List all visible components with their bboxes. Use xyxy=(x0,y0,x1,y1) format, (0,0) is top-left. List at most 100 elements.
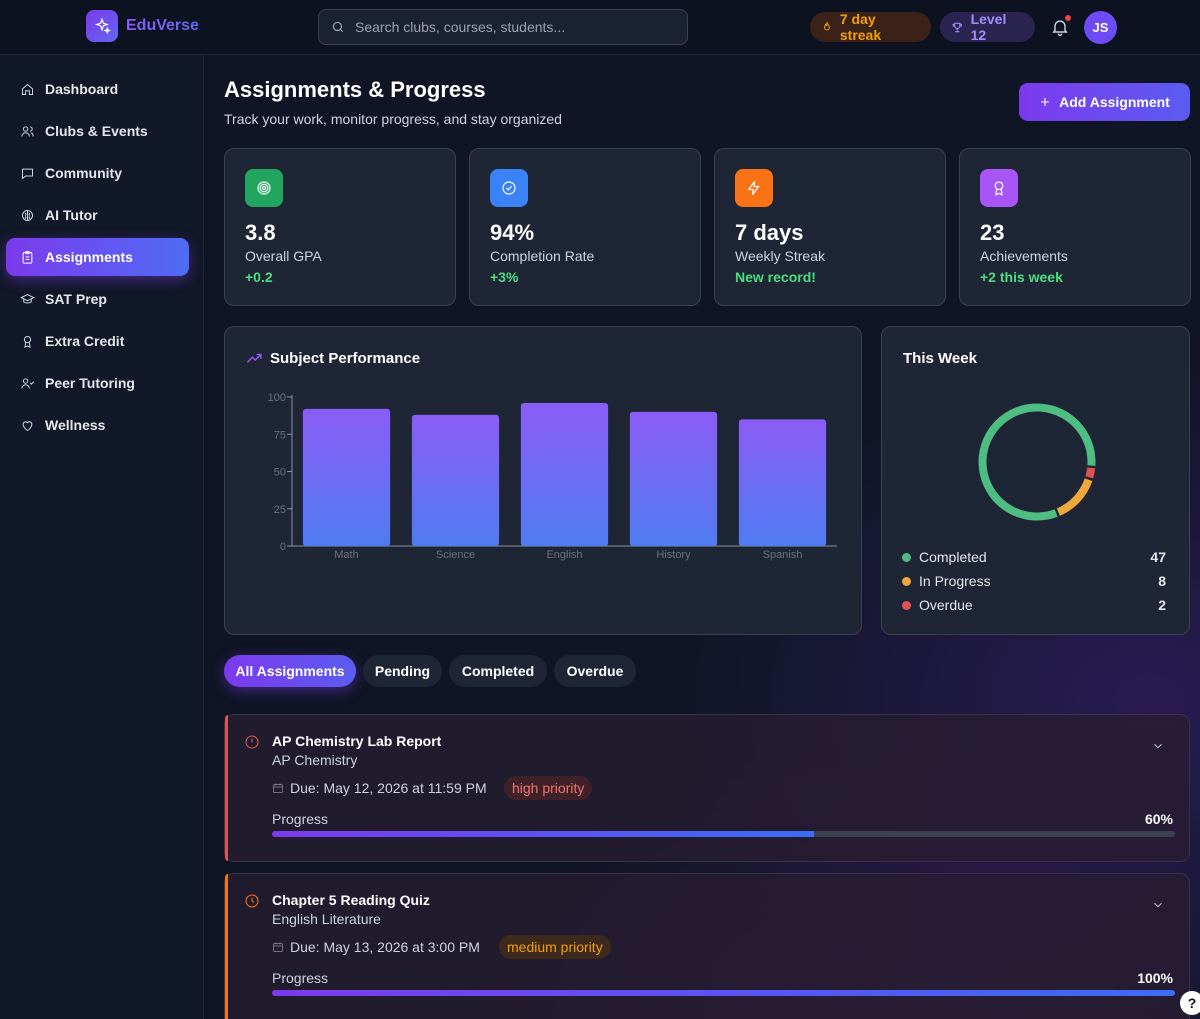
bar-spanish xyxy=(738,419,827,546)
sidebar-item-label: Assignments xyxy=(45,249,133,265)
calendar-icon xyxy=(273,942,283,952)
sidebar-item-label: AI Tutor xyxy=(45,207,98,223)
streak-badge[interactable]: 7 day streak xyxy=(810,11,931,43)
progress-value: 60% xyxy=(1144,811,1173,827)
legend-dot xyxy=(902,552,911,562)
stat-label: Weekly Streak xyxy=(735,248,825,264)
trending-up-icon xyxy=(246,353,262,363)
page-title: Assignments & Progress xyxy=(224,77,486,102)
search-input[interactable] xyxy=(355,19,655,35)
sidebar-item-label: Wellness xyxy=(45,417,106,433)
users-icon xyxy=(21,125,34,137)
progress-value: 100% xyxy=(1137,970,1173,986)
week-donut-chart xyxy=(977,402,1097,522)
sidebar-item-community[interactable]: Community xyxy=(6,154,189,192)
sidebar-item-label: SAT Prep xyxy=(45,291,107,307)
subject-performance-panel: Subject Performance 0 25 50 75 100 Math Scienc… xyxy=(224,326,862,635)
logo-mark[interactable] xyxy=(86,10,118,42)
award-icon xyxy=(23,335,32,348)
progress-fill xyxy=(272,990,1175,996)
zap-icon xyxy=(747,180,760,196)
y-tick-label: 100 xyxy=(268,392,286,404)
search-icon xyxy=(332,21,344,33)
tab-completed[interactable]: Completed xyxy=(449,655,547,687)
message-icon xyxy=(22,168,33,180)
this-week-panel: This Week Completed 47 In Progress 8 Ove… xyxy=(881,326,1190,635)
assignment-title: AP Chemistry Lab Report xyxy=(272,733,442,749)
calendar-icon xyxy=(273,783,283,793)
legend-value: 47 xyxy=(1150,549,1166,565)
tab-pending[interactable]: Pending xyxy=(363,655,442,687)
y-tick-label: 50 xyxy=(274,467,286,479)
legend-completed: Completed 47 xyxy=(902,548,1166,566)
stat-card-completion: 94% Completion Rate +3% xyxy=(469,148,701,306)
progress-label: Progress xyxy=(272,970,329,986)
home-icon xyxy=(22,83,33,95)
sparkle-icon xyxy=(94,17,111,35)
sidebar-item-clubs-events[interactable]: Clubs & Events xyxy=(6,112,189,150)
level-text: Level 12 xyxy=(970,11,1007,43)
search-bar[interactable] xyxy=(318,9,688,45)
assignment-card[interactable]: Chapter 5 Reading Quiz English Literatur… xyxy=(224,873,1190,1019)
assignment-title: Chapter 5 Reading Quiz xyxy=(272,892,430,908)
stat-card-gpa: 3.8 Overall GPA +0.2 xyxy=(224,148,456,306)
stat-icon-box xyxy=(490,169,528,207)
brain-icon xyxy=(22,209,33,221)
x-tick-label: English xyxy=(546,549,582,561)
sidebar: Dashboard Clubs & Events Community AI Tu… xyxy=(0,55,204,1019)
bar-math xyxy=(302,408,391,546)
plus-icon xyxy=(1041,98,1050,106)
stat-value: 3.8 xyxy=(245,220,276,245)
sidebar-item-label: Clubs & Events xyxy=(45,123,148,139)
sidebar-item-extra-credit[interactable]: Extra Credit xyxy=(6,322,189,360)
sidebar-item-ai-tutor[interactable]: AI Tutor xyxy=(6,196,189,234)
stat-delta: New record! xyxy=(735,269,816,285)
sidebar-item-sat-prep[interactable]: SAT Prep xyxy=(6,280,189,318)
performance-title: Subject Performance xyxy=(270,350,421,367)
stat-value: 7 days xyxy=(735,220,804,245)
stat-delta: +3% xyxy=(490,269,519,285)
chevron-down-icon[interactable] xyxy=(1151,898,1165,912)
bar-english xyxy=(520,402,609,546)
x-tick-label: Spanish xyxy=(763,549,803,561)
legend-value: 8 xyxy=(1158,573,1166,589)
stat-label: Overall GPA xyxy=(245,248,322,264)
sidebar-item-dashboard[interactable]: Dashboard xyxy=(6,70,189,108)
bell-icon[interactable] xyxy=(1050,17,1070,37)
legend-label: Completed xyxy=(919,549,987,565)
donut-slice-in-progress xyxy=(1055,477,1094,518)
assignment-course: English Literature xyxy=(272,911,381,927)
legend-value: 2 xyxy=(1158,597,1166,613)
avatar[interactable]: JS xyxy=(1084,11,1117,44)
assignment-course: AP Chemistry xyxy=(272,752,358,768)
stat-icon-box xyxy=(980,169,1018,207)
stat-delta: +0.2 xyxy=(245,269,273,285)
streak-text: 7 day streak xyxy=(839,11,882,43)
y-tick-label: 75 xyxy=(274,429,286,441)
priority-badge: high priority xyxy=(504,776,593,800)
legend-label: In Progress xyxy=(919,573,991,589)
progress-track xyxy=(272,990,1175,996)
progress-track xyxy=(272,831,1175,837)
x-tick-label: History xyxy=(656,549,691,561)
app-name[interactable]: EduVerse xyxy=(126,17,199,34)
tab-overdue[interactable]: Overdue xyxy=(554,655,636,687)
top-bar: EduVerse 7 day streak Level 12 JS xyxy=(0,0,1200,55)
heart-icon xyxy=(22,420,33,431)
add-assignment-button[interactable]: Add Assignment xyxy=(1019,83,1190,121)
sidebar-item-peer-tutoring[interactable]: Peer Tutoring xyxy=(6,364,189,402)
sidebar-item-label: Peer Tutoring xyxy=(45,375,135,391)
award-icon xyxy=(994,181,1004,196)
chevron-down-icon[interactable] xyxy=(1151,739,1165,753)
sidebar-item-wellness[interactable]: Wellness xyxy=(6,406,189,444)
level-badge[interactable]: Level 12 xyxy=(940,11,1035,43)
assignment-due: Due: May 12, 2026 at 11:59 PM xyxy=(272,780,487,796)
sidebar-item-assignments[interactable]: Assignments xyxy=(6,238,189,276)
target-icon xyxy=(257,181,271,195)
assignment-card[interactable]: AP Chemistry Lab Report AP Chemistry Due… xyxy=(224,714,1190,862)
tab-all-assignments[interactable]: All Assignments xyxy=(224,655,356,687)
y-tick-label: 0 xyxy=(280,541,286,553)
help-button[interactable]: ? xyxy=(1180,991,1200,1015)
legend-in-progress: In Progress 8 xyxy=(902,572,1166,590)
assignment-due-text: Due: May 13, 2026 at 3:00 PM xyxy=(290,939,480,955)
